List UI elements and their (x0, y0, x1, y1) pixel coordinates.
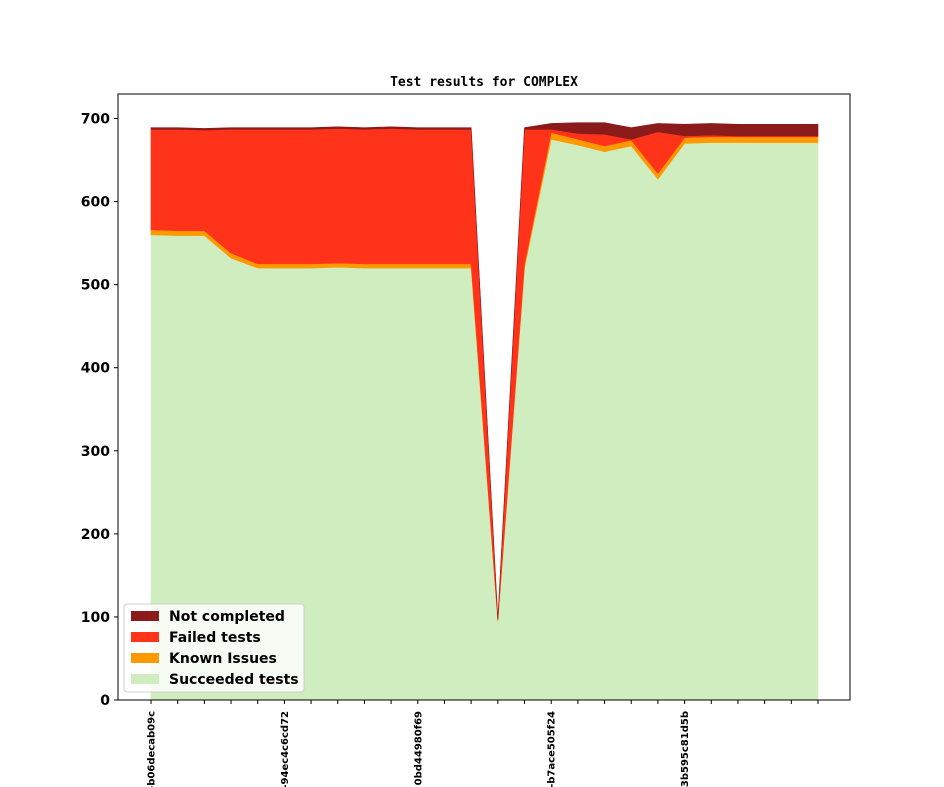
x-tick-label: 3b595c81d5b (680, 711, 691, 787)
y-tick-label: 600 (81, 195, 110, 211)
legend-swatch (131, 674, 159, 684)
legend-swatch (131, 653, 159, 663)
legend-label: Not completed (169, 609, 285, 625)
y-tick-label: 400 (81, 361, 110, 377)
y-tick-label: 100 (81, 610, 110, 626)
y-tick-label: 500 (81, 278, 110, 294)
legend: Not completed Failed tests Known Issues Suc… (123, 603, 305, 693)
y-tick-label: 200 (81, 527, 110, 543)
legend-label: Known Issues (169, 651, 277, 667)
y-tick-label: 700 (81, 112, 110, 128)
chart-title: Test results for COMPLEX (390, 75, 578, 90)
legend-label: Succeeded tests (169, 672, 299, 688)
x-tick-label: -94ec4c6cd72 (280, 711, 291, 787)
y-tick-label: 300 (81, 444, 110, 460)
y-axis: 0 100 200 300 400 500 600 700 (81, 112, 118, 709)
x-axis: -b06decab09c -94ec4c6cd72 0bd44980f69 -b7ac… (147, 700, 819, 787)
x-tick-label: -b7ace505f24 (547, 711, 558, 787)
legend-swatch (131, 611, 159, 621)
x-tick-label: 0bd44980f69 (413, 711, 424, 785)
plot-frame (117, 93, 851, 701)
legend-label: Failed tests (169, 630, 261, 646)
x-tick-label: -b06decab09c (147, 711, 158, 787)
series-areas (150, 122, 819, 701)
legend-swatch (131, 632, 159, 642)
legend-box (123, 603, 305, 693)
y-tick-label: 0 (100, 693, 110, 709)
area-not-completed (150, 122, 819, 620)
